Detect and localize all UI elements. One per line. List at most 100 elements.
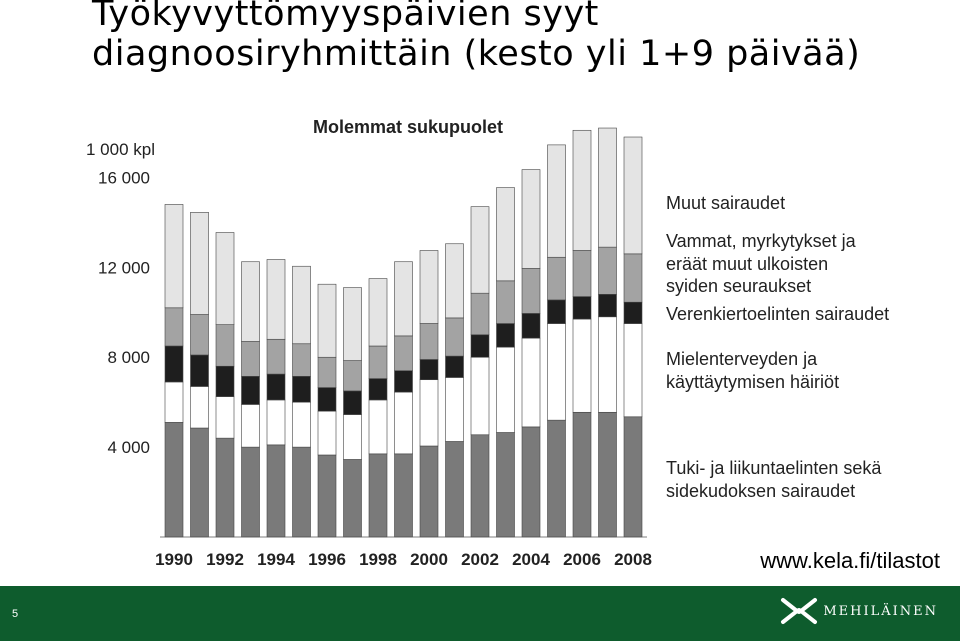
bar-segment — [470, 334, 490, 358]
bar-segment — [190, 212, 209, 315]
bar-segment — [598, 127, 617, 248]
bar-segment — [419, 445, 439, 538]
bar-segment — [215, 396, 235, 439]
bar-segment — [241, 376, 260, 405]
x-axis-ticks: 1990 1992 1994 1996 1998 2000 2002 2004 2006 2008 — [155, 550, 652, 569]
legend-entry: Muut sairaudet — [666, 193, 785, 213]
legend-entry: Verenkiertoelinten sairaudet — [666, 304, 889, 324]
bar-segment — [164, 422, 184, 538]
bar-segment — [547, 299, 566, 324]
slide-title-line-1: Työkyvyttömyyspäivien syyt — [92, 0, 599, 34]
bars — [160, 127, 647, 538]
bar-segment — [598, 316, 617, 413]
bar-segment — [623, 136, 643, 255]
bar-segment — [394, 335, 413, 372]
bar-segment — [266, 373, 286, 401]
bar-segment — [317, 410, 337, 456]
bar-segment — [521, 169, 541, 269]
bar-segment — [190, 314, 209, 356]
x-tick-label: 2000 — [410, 550, 448, 569]
bar-segment — [215, 437, 235, 538]
bar-segment — [598, 411, 617, 538]
bar-segment — [496, 187, 515, 282]
bee-icon — [781, 598, 818, 624]
bar-segment — [292, 376, 311, 403]
bar-segment — [394, 261, 413, 337]
bar-segment — [241, 446, 260, 538]
bar-segment — [317, 283, 337, 358]
bar-segment — [572, 129, 592, 251]
bar-segment — [496, 432, 515, 538]
y-tick-label: 12 000 — [98, 258, 150, 277]
bar-segment — [266, 399, 286, 446]
bar-segment — [623, 253, 643, 303]
source-link[interactable]: www.kela.fi/tilastot — [760, 548, 940, 573]
stacked-bar-chart: Molemmat sukupuolet 1 000 kpl 4 000 8 000… — [86, 117, 889, 569]
bar-segment — [368, 399, 388, 455]
legend: Muut sairaudet Vammat, myrkytykset ja erää… — [666, 193, 889, 501]
slide-title: Työkyvyttömyyspäivien syyt diagnoosiryhm… — [92, 0, 860, 74]
bar-segment — [521, 426, 541, 538]
bar-segment — [445, 377, 464, 442]
bar-segment — [368, 378, 388, 401]
company-logo: MEHILÄINEN — [779, 596, 938, 626]
bar-segment — [623, 416, 643, 538]
bar-segment — [164, 381, 184, 423]
bar-segment — [394, 391, 413, 455]
legend-entry: Tuki- ja liikuntaelinten sekä sidekudokse… — [666, 458, 882, 501]
x-tick-label: 2006 — [563, 550, 601, 569]
x-tick-label: 1994 — [257, 550, 295, 569]
bar-segment — [343, 390, 362, 415]
bar-segment — [572, 250, 592, 297]
bar-segment — [292, 343, 311, 377]
x-tick-label: 2002 — [461, 550, 499, 569]
bar-segment — [368, 278, 388, 347]
bar-segment — [445, 441, 464, 538]
bar-segment — [343, 287, 362, 361]
bar-segment — [521, 268, 541, 314]
bar-segment — [419, 359, 439, 381]
bar-segment — [215, 365, 235, 397]
bar-segment — [521, 313, 541, 339]
bar-segment — [598, 246, 617, 295]
bar-segment — [419, 250, 439, 324]
bar-segment — [419, 323, 439, 360]
page-number: 5 — [12, 608, 19, 620]
x-tick-label: 1990 — [155, 550, 193, 569]
bar-segment — [394, 453, 413, 538]
bar-segment — [521, 337, 541, 428]
legend-entry: Vammat, myrkytykset ja eräät muut ulkoist… — [666, 231, 857, 296]
bar-segment — [470, 292, 490, 336]
bar-segment — [445, 243, 464, 319]
y-tick-label: 4 000 — [107, 438, 150, 457]
bar-segment — [547, 323, 566, 421]
bar-segment — [547, 419, 566, 538]
bar-segment — [598, 294, 617, 318]
bar-segment — [317, 454, 337, 538]
bar-segment — [292, 401, 311, 448]
bar-segment — [164, 345, 184, 383]
x-tick-label: 1998 — [359, 550, 397, 569]
bar-segment — [292, 265, 311, 345]
bar-segment — [547, 256, 566, 301]
bar-segment — [317, 356, 337, 388]
legend-entry: Mielenterveyden ja käyttäytymisen häiriöt — [666, 349, 839, 392]
bar-segment — [496, 346, 515, 433]
bar-segment — [623, 301, 643, 324]
bar-segment — [241, 341, 260, 377]
x-tick-label: 1992 — [206, 550, 244, 569]
x-tick-label: 1996 — [308, 550, 346, 569]
chart-title: Molemmat sukupuolet — [313, 117, 503, 137]
bar-segment — [215, 324, 235, 367]
bar-segment — [572, 411, 592, 538]
bar-segment — [470, 434, 490, 538]
bar-segment — [190, 427, 209, 538]
bar-segment — [445, 355, 464, 378]
bar-segment — [343, 414, 362, 460]
bar-segment — [394, 370, 413, 393]
bar-segment — [419, 379, 439, 447]
bar-segment — [241, 261, 260, 342]
bar-segment — [572, 318, 592, 413]
bar-segment — [317, 387, 337, 412]
bar-segment — [368, 453, 388, 538]
